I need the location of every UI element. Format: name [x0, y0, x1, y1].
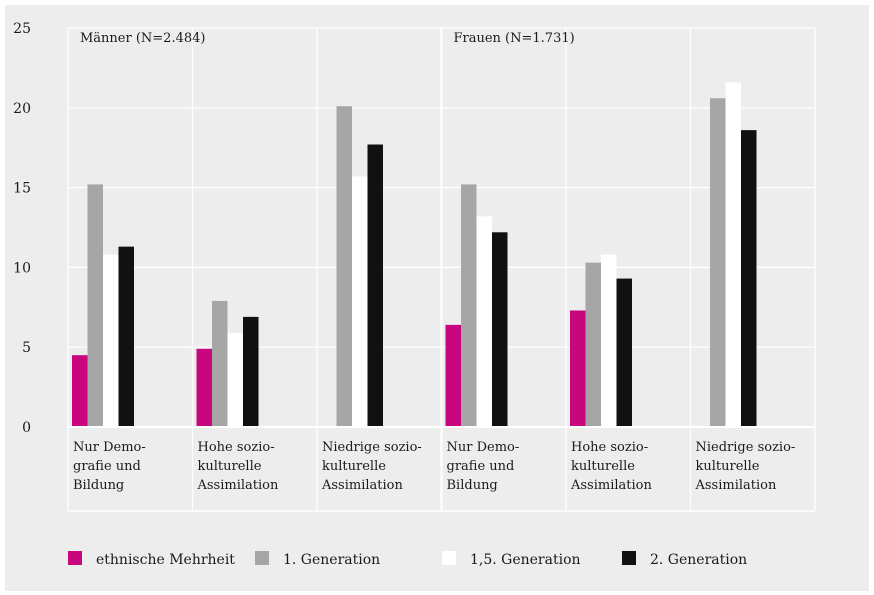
bar [118, 246, 134, 427]
y-tick-label: 20 [13, 101, 31, 117]
legend-swatch [442, 551, 456, 565]
category-label: Niedrige sozio- [322, 440, 422, 455]
bar [616, 278, 632, 427]
bar [445, 324, 461, 427]
legend-swatch [255, 551, 269, 565]
bar [710, 98, 726, 427]
category-label: Bildung [447, 478, 498, 493]
category-label: Hohe sozio- [198, 440, 275, 455]
category-label: Hohe sozio- [571, 440, 648, 455]
category-label: Nur Demo- [73, 440, 146, 455]
bar [741, 130, 757, 428]
bar [72, 355, 88, 427]
category-label: kulturelle [696, 459, 760, 474]
category-label: Assimilation [197, 478, 279, 493]
category-label: Assimilation [695, 478, 777, 493]
bar [336, 106, 352, 427]
legend-label: 1,5. Generation [470, 552, 581, 568]
category-label: grafie und [447, 459, 515, 474]
y-tick-label: 15 [13, 181, 31, 197]
category-label: kulturelle [198, 459, 262, 474]
bar [476, 216, 492, 427]
category-label: Assimilation [570, 478, 652, 493]
group-title: Frauen (N=1.731) [454, 31, 575, 46]
y-tick-label: 25 [13, 21, 31, 37]
bar [227, 332, 243, 427]
bar [570, 310, 586, 427]
category-label: grafie und [73, 459, 141, 474]
y-tick-label: 5 [22, 340, 31, 356]
bar [367, 144, 383, 427]
bar [352, 176, 368, 427]
bar [196, 348, 212, 427]
legend-label: 2. Generation [650, 552, 747, 568]
category-label: Bildung [73, 478, 124, 493]
legend-label: 1. Generation [283, 552, 380, 568]
y-tick-label: 10 [13, 260, 31, 276]
category-label: kulturelle [571, 459, 635, 474]
chart-panel: 0 5 10 15 20 25 Männer (N=2.484) Frauen (N=1.73… [5, 5, 869, 591]
bar [243, 316, 259, 427]
bar-chart: 0 5 10 15 20 25 Männer (N=2.484) Frauen (N=1.73… [13, 21, 816, 568]
bar [492, 232, 508, 427]
group-title: Männer (N=2.484) [80, 31, 205, 46]
category-label: Assimilation [321, 478, 403, 493]
legend-label: ethnische Mehrheit [96, 552, 235, 568]
bar [585, 262, 601, 427]
category-label: Nur Demo- [447, 440, 520, 455]
bar [103, 254, 119, 427]
bar [725, 82, 741, 427]
legend-swatch [622, 551, 636, 565]
y-tick-label: 0 [22, 420, 31, 436]
bar [601, 254, 617, 427]
category-label: Niedrige sozio- [696, 440, 796, 455]
bar [212, 300, 228, 427]
category-label: kulturelle [322, 459, 386, 474]
legend-swatch [68, 551, 82, 565]
bar [461, 184, 477, 427]
bar [87, 184, 103, 427]
